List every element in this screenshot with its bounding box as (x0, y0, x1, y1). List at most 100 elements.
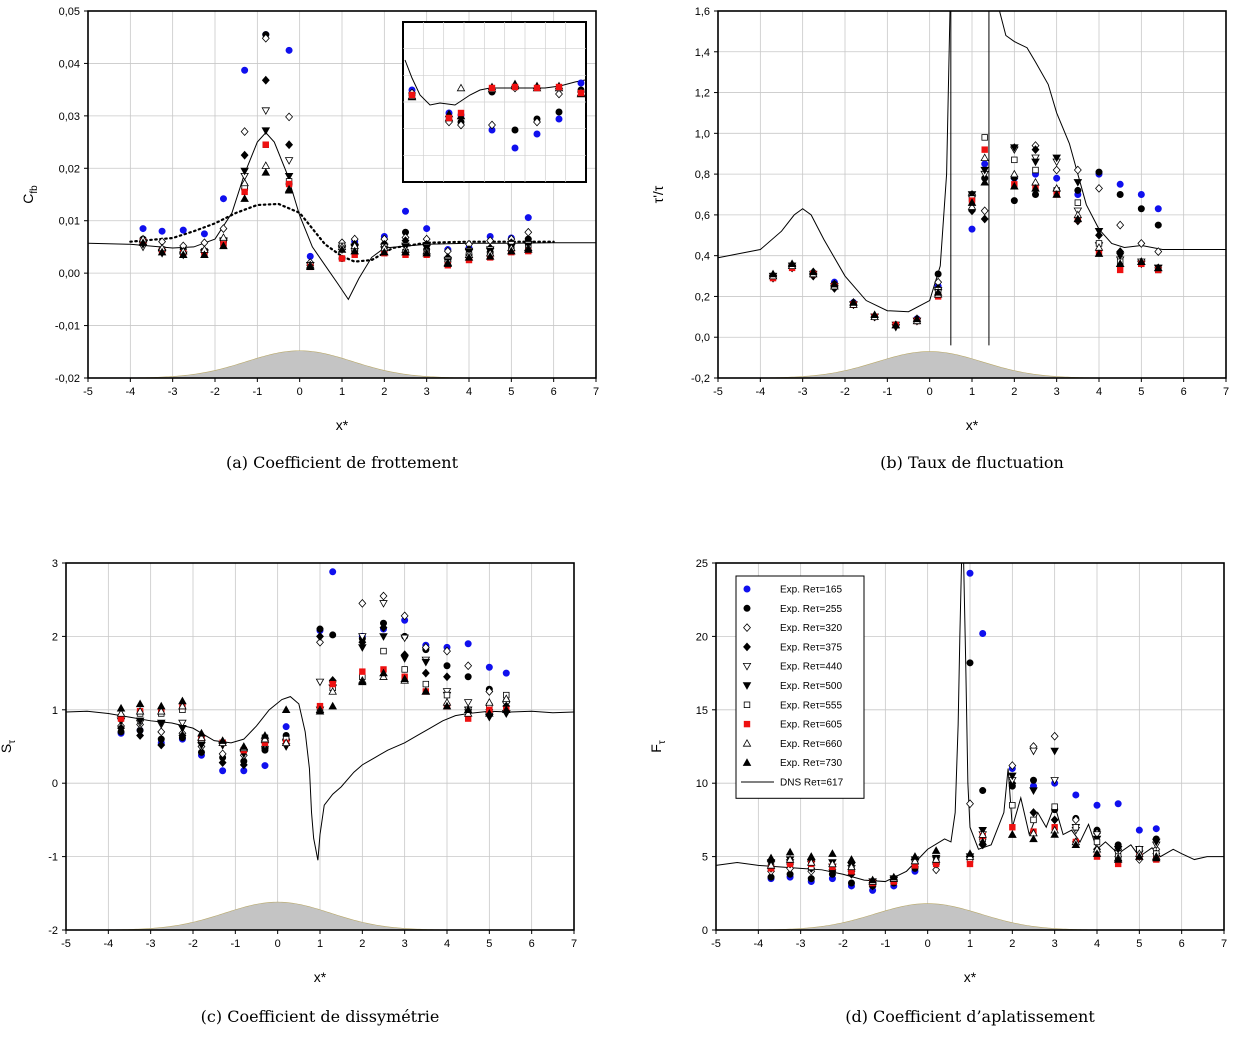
data-point (523, 245, 533, 253)
data-point (219, 241, 228, 250)
data-point (934, 270, 942, 278)
data-point (443, 646, 451, 656)
series-4 (117, 623, 511, 770)
y-tick-label: 1 (52, 705, 58, 717)
data-point (966, 659, 974, 667)
data-point (1008, 772, 1017, 781)
inset-data-point (456, 83, 466, 92)
data-point (502, 669, 510, 677)
x-tick-label: 7 (593, 386, 599, 398)
inset-data-point (555, 89, 563, 99)
legend-marker (742, 758, 752, 766)
data-point (1029, 834, 1038, 843)
data-point (808, 267, 818, 276)
data-point (219, 224, 228, 233)
data-point (1093, 838, 1101, 846)
data-point (401, 666, 408, 673)
data-point (282, 723, 290, 731)
legend-label: Exp. Reτ=375 (780, 642, 842, 653)
y-tick-label: 1,4 (695, 47, 710, 59)
data-point (329, 631, 337, 639)
data-point (1154, 221, 1162, 229)
inset-data-point (555, 83, 563, 91)
x-tick-label: 5 (486, 938, 492, 950)
data-point (281, 705, 291, 713)
data-point (806, 852, 816, 860)
dns-line (87, 131, 596, 301)
data-point (978, 830, 987, 838)
legend-marker (743, 642, 751, 652)
panel-caption: (d) Coefficient d’aplatissement (845, 1007, 1095, 1026)
data-point (197, 728, 206, 737)
data-point (1152, 825, 1160, 833)
data-point (1074, 186, 1082, 194)
dns-line (717, 10, 951, 313)
data-point (218, 758, 227, 768)
data-point (422, 248, 431, 257)
data-point (1031, 158, 1040, 167)
x-tick-label: -1 (880, 938, 890, 950)
x-tick-label: -3 (168, 386, 178, 398)
data-point (1050, 830, 1059, 838)
data-point (1137, 239, 1146, 248)
data-point (463, 705, 473, 713)
y-tick-label: 3 (52, 558, 58, 570)
x-tick-label: 6 (1179, 938, 1185, 950)
data-point (891, 320, 901, 329)
data-point (218, 749, 227, 759)
legend-label: DNS Reτ=617 (780, 778, 844, 789)
data-point (157, 727, 166, 737)
data-point (178, 719, 187, 728)
data-point (1095, 183, 1103, 193)
data-point (157, 247, 167, 256)
data-point (261, 762, 269, 770)
y-tick-label: 15 (696, 705, 708, 717)
x-tick-label: -3 (796, 938, 806, 950)
data-point (443, 672, 451, 682)
data-point (285, 112, 294, 122)
data-point (1009, 824, 1016, 831)
data-point (1050, 777, 1059, 785)
y-axis-label: Sτ (0, 740, 18, 753)
data-point (1051, 803, 1058, 810)
data-point (1135, 826, 1143, 834)
data-point (828, 859, 837, 868)
data-point (1137, 190, 1145, 198)
data-point (261, 127, 271, 135)
data-point (284, 185, 294, 194)
data-point (197, 733, 206, 741)
data-point (200, 250, 209, 258)
series-10 (768, 177, 1163, 329)
data-point (284, 172, 294, 181)
y-axis-label: Cfb (20, 185, 40, 204)
x-tick-label: 2 (1009, 938, 1015, 950)
data-point (464, 673, 472, 681)
chart-panel-b: -5 -4 -3 -2 -1 0 1 2 3 4 5 6 7 -0,2 0,0 0,2 0,4 0,6 0,8 1,0… (650, 6, 1229, 472)
data-point (870, 310, 879, 318)
data-point (1093, 801, 1101, 809)
data-point (501, 694, 511, 702)
series-5 (116, 600, 511, 757)
data-point (828, 849, 837, 857)
data-point (1151, 853, 1161, 862)
data-point (464, 252, 474, 261)
data-point (200, 230, 208, 238)
data-point (239, 760, 248, 770)
data-point (485, 251, 495, 260)
y-tick-label: 0,8 (695, 169, 710, 181)
series-6 (116, 633, 511, 759)
legend-label: Exp. Reτ=440 (780, 662, 842, 673)
series-9 (766, 825, 1161, 885)
series-7 (769, 134, 1162, 329)
data-point (1030, 816, 1037, 824)
y-tick-label: 0,00 (59, 268, 80, 280)
legend-marker (742, 682, 752, 690)
data-point (350, 246, 359, 255)
data-point (463, 709, 473, 717)
data-point (139, 225, 147, 233)
data-point (284, 157, 294, 165)
inset-data-point (577, 79, 585, 87)
x-tick-label: 5 (1136, 938, 1142, 950)
data-point (1094, 249, 1104, 257)
data-point (1095, 168, 1103, 176)
